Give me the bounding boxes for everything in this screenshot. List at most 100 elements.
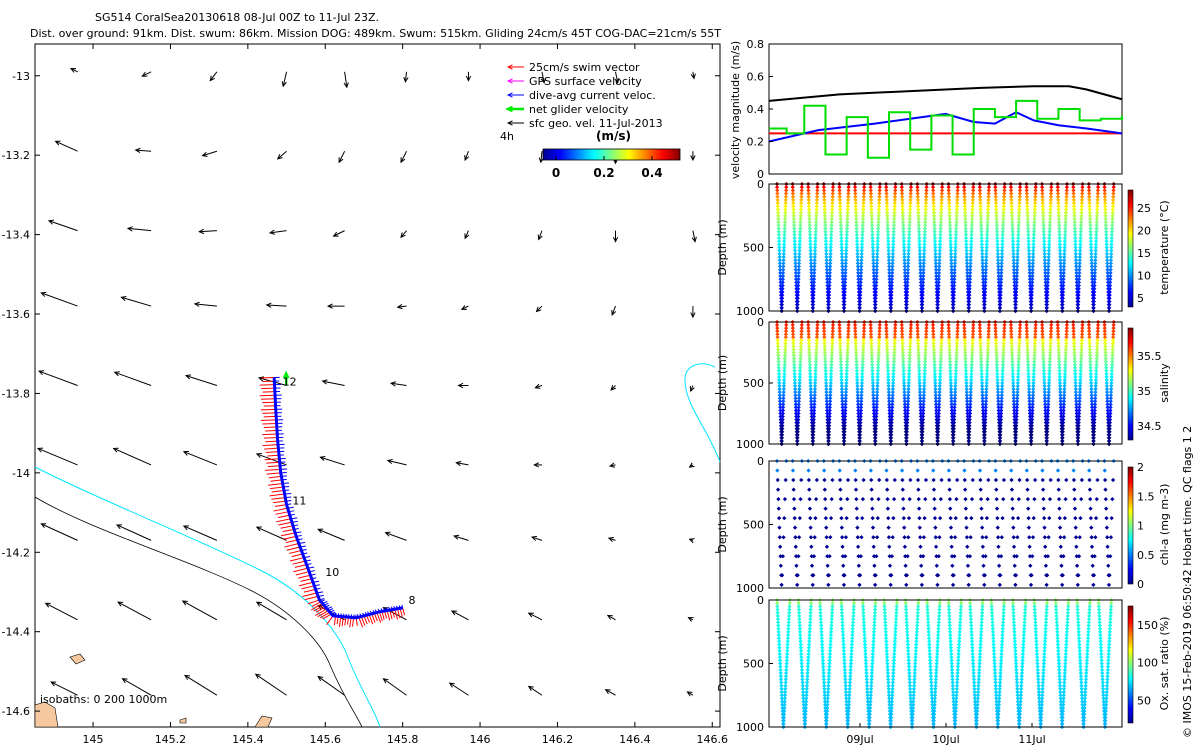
profile-axes-frame	[768, 321, 1123, 445]
profile-point	[859, 264, 864, 269]
velocity-series-line	[768, 85, 1123, 102]
profile-point	[899, 191, 905, 196]
profile-point	[891, 219, 897, 225]
profile-point	[967, 554, 973, 559]
profile-point	[807, 223, 812, 228]
profile-point	[812, 261, 817, 266]
swim-vector	[289, 550, 302, 554]
profile-point	[827, 280, 832, 285]
profile-point	[814, 496, 819, 502]
geo-velocity-arrow	[40, 523, 78, 541]
profile-point	[781, 258, 786, 263]
profile-point	[840, 544, 845, 549]
profile-point	[781, 254, 786, 260]
profile-point	[884, 194, 889, 199]
geo-velocity-arrow	[389, 381, 407, 387]
profile-point	[813, 223, 819, 228]
profile-point	[962, 477, 967, 483]
profile-y-tick-label: 0	[757, 178, 764, 191]
swim-vector	[304, 595, 319, 601]
profile-point	[780, 554, 785, 559]
profile-point	[1042, 535, 1047, 540]
profile-point	[874, 535, 880, 540]
profile-point	[949, 544, 954, 549]
profile-point	[792, 226, 797, 231]
profile-point	[1077, 535, 1082, 540]
swim-vector	[386, 610, 391, 621]
profile-point	[794, 563, 799, 568]
swim-vector	[289, 557, 305, 562]
profile-point	[871, 544, 876, 549]
profile-point	[797, 251, 802, 256]
profile-point	[798, 207, 804, 212]
profile-point	[854, 232, 859, 237]
profile-point	[844, 516, 849, 521]
profile-point	[891, 229, 896, 234]
geo-velocity-arrow	[607, 537, 616, 543]
profile-point	[854, 219, 859, 225]
profile-point	[1088, 506, 1093, 511]
geo-velocity-vectors	[36, 67, 697, 697]
swim-vector	[360, 616, 366, 626]
profile-point	[854, 216, 859, 222]
profile-point	[923, 219, 928, 225]
profile-point	[900, 200, 905, 206]
profile-point	[796, 264, 802, 269]
profile-point	[811, 277, 817, 282]
profile-point	[843, 535, 849, 540]
colorbar-tick-label: 0.2	[593, 166, 614, 180]
profile-point	[889, 283, 894, 288]
profile-point	[777, 251, 782, 256]
profile-point	[828, 535, 833, 540]
swim-vector	[268, 475, 282, 479]
profile-point	[901, 245, 907, 250]
profile-point	[841, 563, 846, 568]
profile-point	[853, 477, 858, 483]
geo-velocity-arrow	[319, 456, 345, 466]
profile-point	[1010, 496, 1015, 502]
profile-point	[839, 239, 844, 244]
profile-point	[1056, 487, 1061, 492]
profile-point	[891, 516, 896, 521]
map-x-tick-label: 145.4	[232, 733, 264, 746]
profile-point	[901, 219, 906, 225]
geo-velocity-arrow	[691, 230, 697, 243]
profile-point	[812, 251, 818, 256]
profile-point	[1102, 468, 1107, 473]
profile-point	[775, 204, 780, 209]
geo-velocity-arrow	[115, 524, 152, 541]
geo-velocity-arrow	[37, 370, 78, 386]
profile-point	[861, 197, 866, 202]
profile-point	[854, 229, 859, 234]
velocity-y-tick-label: 0.6	[747, 71, 765, 84]
profile-point	[855, 267, 861, 272]
profile-point	[808, 254, 813, 260]
profile-point	[854, 213, 859, 218]
profile-point	[1104, 516, 1109, 521]
legend-item: dive-avg current veloc.	[506, 89, 656, 102]
profile-point	[1105, 544, 1110, 549]
profile-point	[840, 273, 845, 279]
profile-point	[963, 496, 968, 502]
profile-point	[1011, 525, 1016, 530]
profile-point	[916, 216, 921, 222]
profile-point	[827, 283, 832, 288]
profile-point	[916, 204, 921, 209]
profile-point	[1026, 516, 1031, 521]
profile-point	[888, 582, 893, 587]
profile-point	[906, 245, 911, 250]
map-land	[34, 653, 273, 728]
profile-point	[808, 535, 814, 540]
profile-point	[1057, 525, 1063, 530]
profile-point	[994, 487, 999, 492]
profile-point	[853, 487, 859, 492]
swim-vector	[292, 560, 306, 565]
profile-point	[792, 245, 798, 250]
map-x-tick-label: 145.6	[310, 733, 342, 746]
profile-point	[775, 191, 780, 196]
profile-point	[838, 223, 844, 228]
profile-point	[1009, 487, 1015, 492]
profile-point	[886, 254, 891, 260]
profile-point	[814, 216, 819, 222]
